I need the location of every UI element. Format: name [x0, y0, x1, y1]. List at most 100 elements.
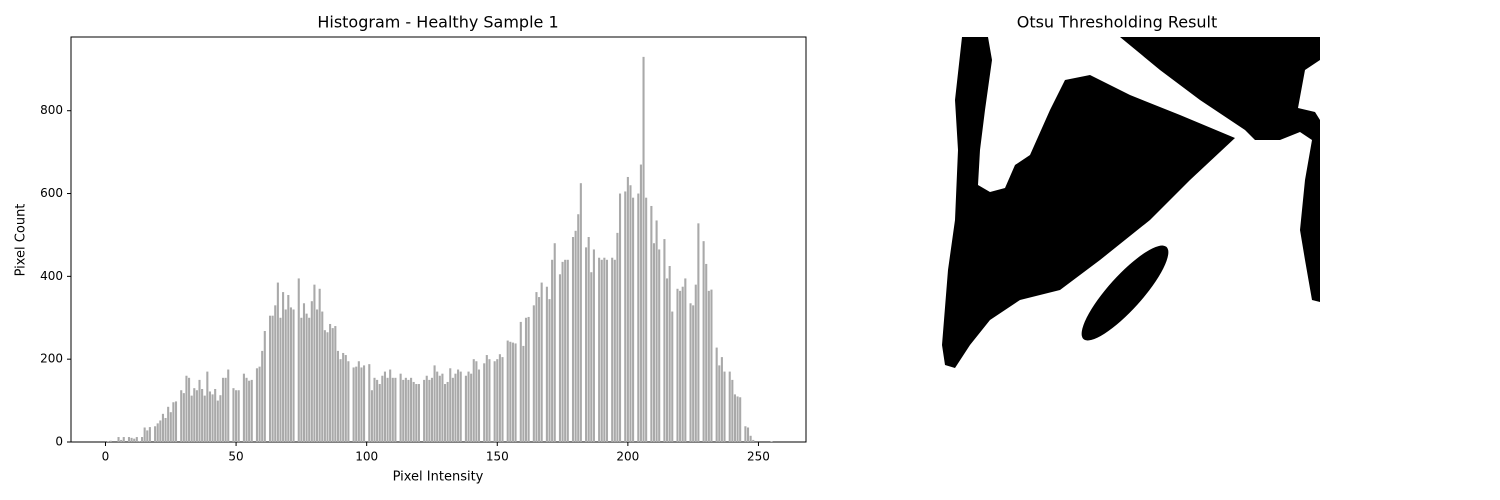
- bar: [472, 359, 475, 442]
- bar: [263, 331, 266, 442]
- bar: [433, 365, 436, 442]
- bar: [736, 396, 739, 442]
- bar: [237, 390, 240, 442]
- bar: [404, 377, 407, 442]
- bar: [488, 359, 491, 442]
- bar: [242, 373, 245, 442]
- bar: [702, 241, 705, 442]
- bar: [235, 390, 238, 442]
- bar: [637, 193, 640, 442]
- bar: [493, 361, 496, 442]
- bar: [284, 309, 287, 442]
- bar: [127, 437, 131, 442]
- x-axis-label: Pixel Intensity: [393, 470, 484, 485]
- bar: [109, 440, 112, 442]
- bar: [402, 379, 405, 442]
- bar: [592, 249, 595, 442]
- bar: [731, 379, 734, 442]
- bar: [117, 437, 120, 442]
- bar: [707, 290, 710, 442]
- bar: [143, 427, 146, 442]
- bar: [188, 377, 191, 442]
- bar: [308, 317, 311, 442]
- x-tick-label: 50: [228, 450, 243, 464]
- bar: [632, 197, 635, 442]
- bar: [368, 364, 371, 442]
- bar: [710, 289, 713, 442]
- bar: [459, 371, 462, 442]
- bar: [336, 350, 339, 442]
- bar: [666, 278, 669, 442]
- bar: [122, 437, 125, 442]
- bar: [276, 282, 279, 442]
- bar: [535, 292, 538, 442]
- bar: [514, 343, 517, 442]
- bar: [174, 401, 178, 442]
- bar: [715, 347, 718, 442]
- bar: [221, 377, 225, 442]
- bar: [501, 357, 504, 442]
- bar: [219, 395, 222, 442]
- bar: [292, 309, 295, 442]
- x-tick-label: 0: [102, 450, 110, 464]
- bar: [389, 369, 392, 442]
- bar: [326, 332, 329, 442]
- bar: [467, 371, 470, 442]
- bar: [689, 303, 692, 442]
- bar: [211, 394, 214, 442]
- bar: [464, 375, 467, 442]
- bar: [454, 373, 457, 442]
- bar: [676, 288, 679, 442]
- bar: [532, 305, 535, 442]
- bar: [347, 361, 350, 442]
- bar: [446, 381, 449, 442]
- bar: [370, 390, 373, 442]
- bar: [407, 379, 410, 442]
- image-region: [1081, 245, 1169, 341]
- bar: [605, 259, 609, 442]
- bar: [156, 423, 159, 442]
- bar: [744, 426, 747, 442]
- bar: [169, 412, 172, 442]
- bar: [671, 311, 674, 442]
- bar: [190, 395, 193, 442]
- bar: [224, 377, 227, 442]
- plot-frame: [70, 36, 807, 443]
- bar: [357, 361, 360, 442]
- bar: [355, 366, 358, 442]
- bar: [182, 393, 185, 442]
- bar: [650, 205, 653, 442]
- bar: [438, 375, 441, 442]
- bar: [681, 286, 684, 442]
- bar: [645, 197, 648, 442]
- bar: [679, 290, 682, 442]
- bar: [135, 437, 138, 442]
- bar: [203, 395, 206, 442]
- y-tick-label: 200: [40, 352, 63, 366]
- bar: [146, 430, 149, 442]
- bar: [733, 394, 736, 442]
- bar: [574, 230, 577, 442]
- bar: [449, 368, 452, 442]
- bar: [352, 367, 355, 442]
- bar: [279, 317, 282, 442]
- bar: [329, 323, 332, 442]
- bar: [310, 301, 313, 442]
- bar: [561, 261, 564, 442]
- bar: [133, 438, 136, 442]
- bar: [339, 359, 342, 442]
- bar: [658, 249, 661, 442]
- bar: [274, 305, 277, 442]
- bar: [297, 278, 300, 442]
- bar: [383, 371, 386, 442]
- bar: [590, 272, 593, 442]
- bar: [344, 355, 347, 442]
- bar: [626, 176, 629, 442]
- bar: [258, 366, 261, 442]
- bar: [739, 397, 742, 442]
- bar: [618, 193, 622, 442]
- bar: [185, 375, 188, 442]
- bar: [752, 439, 755, 442]
- bar: [232, 388, 235, 442]
